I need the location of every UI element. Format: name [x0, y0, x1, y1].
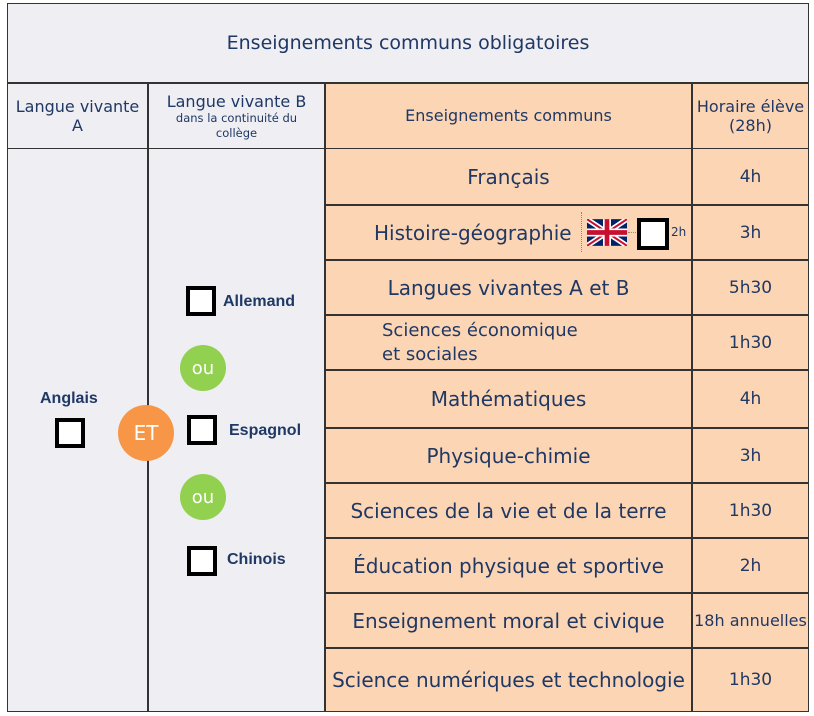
hours-snt: 1h30: [692, 648, 809, 712]
subject-physique-chimie: Physique-chimie: [325, 428, 692, 483]
hours-mathematiques: 4h: [692, 370, 809, 428]
hours-emc: 18h annuelles: [692, 593, 809, 648]
ou-connector-badge: ou: [180, 345, 226, 391]
euro-section-hours: 2h: [671, 225, 687, 239]
header-hours: Horaire élève (28h): [692, 83, 809, 149]
lv-b-chinois-checkbox[interactable]: [187, 546, 217, 576]
lv-b-allemand-label: Allemand: [223, 293, 296, 310]
subject-emc: Enseignement moral et civique: [325, 593, 692, 648]
lv-b-column: [148, 148, 325, 712]
hours-svt: 1h30: [692, 483, 809, 538]
header-lv-b-title: Langue vivante B: [166, 92, 307, 112]
hours-eps: 2h: [692, 538, 809, 593]
subject-ses: Sciences économique et sociales: [382, 320, 578, 365]
subject-langues-vivantes: Langues vivantes A et B: [325, 260, 692, 315]
subject-ses-cell: Sciences économique et sociales: [325, 315, 692, 370]
euro-section-checkbox[interactable]: [637, 218, 669, 250]
header-subjects: Enseignements communs: [325, 83, 692, 149]
uk-flag-icon: [585, 216, 629, 249]
lv-b-chinois-label: Chinois: [227, 551, 286, 568]
lv-b-allemand-checkbox[interactable]: [186, 286, 216, 316]
lv-a-anglais-checkbox[interactable]: [55, 418, 85, 448]
hours-francais: 4h: [692, 148, 809, 205]
lv-b-espagnol-checkbox[interactable]: [187, 415, 217, 445]
header-hours-line1: Horaire élève: [696, 96, 805, 116]
table-title: Enseignements communs obligatoires: [7, 3, 809, 83]
et-connector-badge: ET: [118, 405, 174, 461]
option-connector-line: [628, 232, 638, 233]
subject-histoire-geo: Histoire-géographie: [374, 220, 572, 245]
subject-svt: Sciences de la vie et de la terre: [325, 483, 692, 538]
lv-a-anglais-label: Anglais: [40, 390, 98, 407]
subject-mathematiques: Mathématiques: [325, 370, 692, 428]
ou-connector-badge: ou: [180, 474, 226, 520]
hours-ses: 1h30: [692, 315, 809, 370]
subject-francais: Français: [325, 148, 692, 205]
header-hours-line2: (28h): [729, 116, 772, 135]
lv-b-espagnol-label: Espagnol: [229, 422, 302, 439]
hours-physique-chimie: 3h: [692, 428, 809, 483]
header-lv-b: Langue vivante B dans la continuité du c…: [148, 83, 325, 149]
subject-snt: Science numériques et technologie: [325, 648, 692, 712]
subject-eps: Éducation physique et sportive: [325, 538, 692, 593]
option-divider: [581, 212, 582, 252]
header-lv-a: Langue vivante A: [7, 83, 148, 149]
header-lv-b-subtitle: dans la continuité du collège: [175, 111, 298, 140]
hours-histoire-geo: 3h: [692, 205, 809, 260]
hours-langues-vivantes: 5h30: [692, 260, 809, 315]
